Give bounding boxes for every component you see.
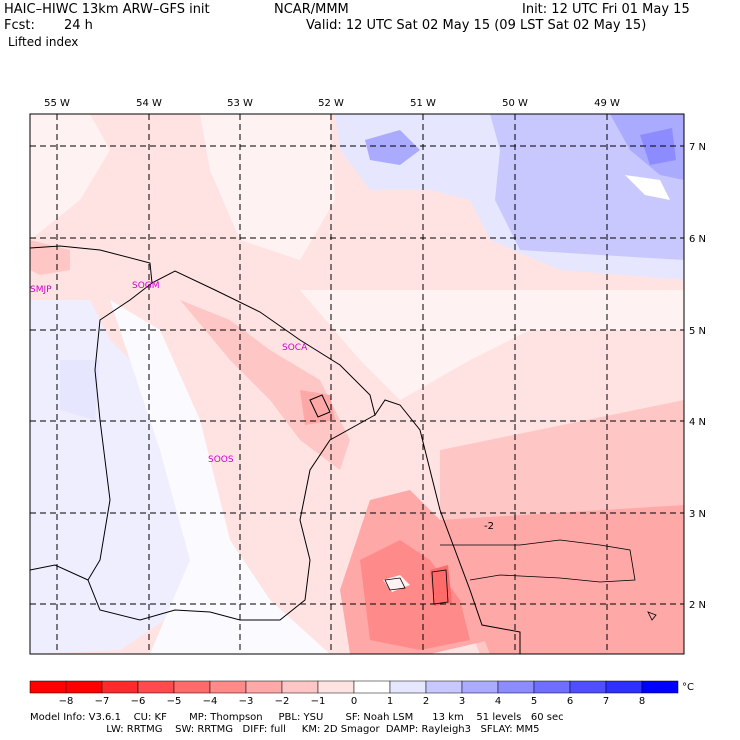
- lon-label: 54 W: [136, 98, 162, 109]
- colorbar-tick-label: 8: [639, 696, 645, 707]
- latitude-labels: 7 N 6 N 5 N 4 N 3 N 2 N: [689, 142, 706, 611]
- lat-label: 6 N: [689, 234, 706, 245]
- station-smjp: SMJP: [30, 285, 52, 295]
- colorbar-segment: [605, 680, 643, 694]
- colorbar-segment: [641, 680, 679, 694]
- border-french-guiana: [87, 282, 376, 621]
- colorbar-segment: [137, 680, 175, 694]
- colorbar-tick-label: −4: [203, 696, 218, 707]
- contour-closed: [431, 569, 449, 605]
- station-sogm: SOGM: [132, 281, 160, 291]
- colorbar-tick-label: −5: [167, 696, 182, 707]
- lon-label: 50 W: [502, 98, 528, 109]
- colorbar-tick-label: 0: [351, 696, 357, 707]
- colorbar-segment: [101, 680, 139, 694]
- coastlines: [29, 245, 657, 654]
- contour-minus2: [440, 539, 636, 583]
- longitude-labels: 55 W 54 W 53 W 52 W 51 W 50 W 49 W: [44, 98, 620, 109]
- colorbar-segment: [533, 680, 571, 694]
- colorbar-segment: [173, 680, 211, 694]
- field-patch: [180, 300, 350, 470]
- map-border: [29, 113, 685, 655]
- lon-label: 52 W: [318, 98, 344, 109]
- colorbar-tick-label: −3: [239, 696, 254, 707]
- field-patch: [300, 290, 684, 400]
- field-patch: [365, 130, 420, 165]
- shaded-field: [30, 114, 684, 654]
- colorbar-tick-label: 7: [603, 696, 609, 707]
- colorbar-segment: [353, 680, 391, 694]
- field-patch: [300, 390, 335, 425]
- station-labels: SMJP SOGM SOCA SOOS: [30, 281, 308, 465]
- colorbar-segment: [29, 680, 67, 694]
- colorbar-tick-label: 2: [423, 696, 429, 707]
- field-patch: [200, 114, 335, 260]
- forecast-hour: 24 h: [64, 18, 93, 33]
- field-patch: [360, 540, 470, 650]
- field-patch: [110, 300, 330, 654]
- colorbar: −8 −7 −6 −5 −4 −3 −2 −1 0 1 2 3 4 5 6 7 8 °C: [29, 680, 694, 707]
- colorbar-tick-label: 6: [567, 696, 573, 707]
- colorbar-segment: [461, 680, 499, 694]
- lat-lon-grid: [30, 114, 684, 654]
- contour-closed: [384, 577, 406, 591]
- lat-label: 3 N: [689, 509, 706, 520]
- lon-label: 55 W: [44, 98, 70, 109]
- colorbar-segment: [281, 680, 319, 694]
- coastline: [29, 245, 521, 654]
- lon-label: 49 W: [594, 98, 620, 109]
- colorbar-tick-label: 5: [531, 696, 537, 707]
- colorbar-segment: [65, 680, 103, 694]
- colorbar-segment: [209, 680, 247, 694]
- lat-label: 4 N: [689, 417, 706, 428]
- valid-time: Valid: 12 UTC Sat 02 May 15 (09 LST Sat …: [306, 18, 647, 33]
- contour-label: -2: [484, 521, 494, 532]
- colorbar-unit: °C: [682, 682, 694, 693]
- field-name: Lifted index: [8, 35, 79, 49]
- contour-closed: [309, 394, 331, 418]
- field-patch: [625, 175, 670, 200]
- lon-label: 53 W: [227, 98, 253, 109]
- station-soca: SOCA: [282, 343, 308, 353]
- colorbar-segment: [497, 680, 535, 694]
- org-label: NCAR/MMM: [274, 2, 349, 17]
- model-info-line1: Model Info: V3.6.1 CU: KF MP: Thompson P…: [30, 712, 564, 723]
- colorbar-tick-label: 3: [459, 696, 465, 707]
- field-patch: [30, 240, 70, 275]
- contour-label-bg: [482, 519, 500, 530]
- colorbar-segment: [389, 680, 427, 694]
- lon-label: 51 W: [410, 98, 436, 109]
- field-patch: [440, 505, 684, 654]
- colorbar-segment: [569, 680, 607, 694]
- model-title: HAIC–HIWC 13km ARW–GFS init: [4, 2, 210, 17]
- colorbar-tick-label: −7: [95, 696, 110, 707]
- colorbar-tick-label: 4: [495, 696, 501, 707]
- colorbar-tick-label: −2: [275, 696, 290, 707]
- init-time: Init: 12 UTC Fri 01 May 15: [522, 2, 690, 17]
- colorbar-tick-label: 1: [387, 696, 393, 707]
- lat-label: 2 N: [689, 600, 706, 611]
- colorbar-segment: [317, 680, 355, 694]
- field-patch: [640, 128, 676, 165]
- colorbar-tick-label: −1: [311, 696, 326, 707]
- model-info-line2: LW: RRTMG SW: RRTMG DIFF: full KM: 2D Sm…: [30, 724, 540, 735]
- lat-label: 5 N: [689, 326, 706, 337]
- contour-closed: [647, 611, 657, 621]
- colorbar-tick-label: −6: [131, 696, 146, 707]
- station-soos: SOOS: [208, 455, 234, 465]
- forecast-label: Fcst:: [4, 18, 35, 33]
- colorbar-segment: [245, 680, 283, 694]
- colorbar-tick-label: −8: [59, 696, 74, 707]
- field-patch: [60, 360, 100, 420]
- colorbar-segment: [425, 680, 463, 694]
- lat-label: 7 N: [689, 142, 706, 153]
- border-suriname: [29, 564, 89, 581]
